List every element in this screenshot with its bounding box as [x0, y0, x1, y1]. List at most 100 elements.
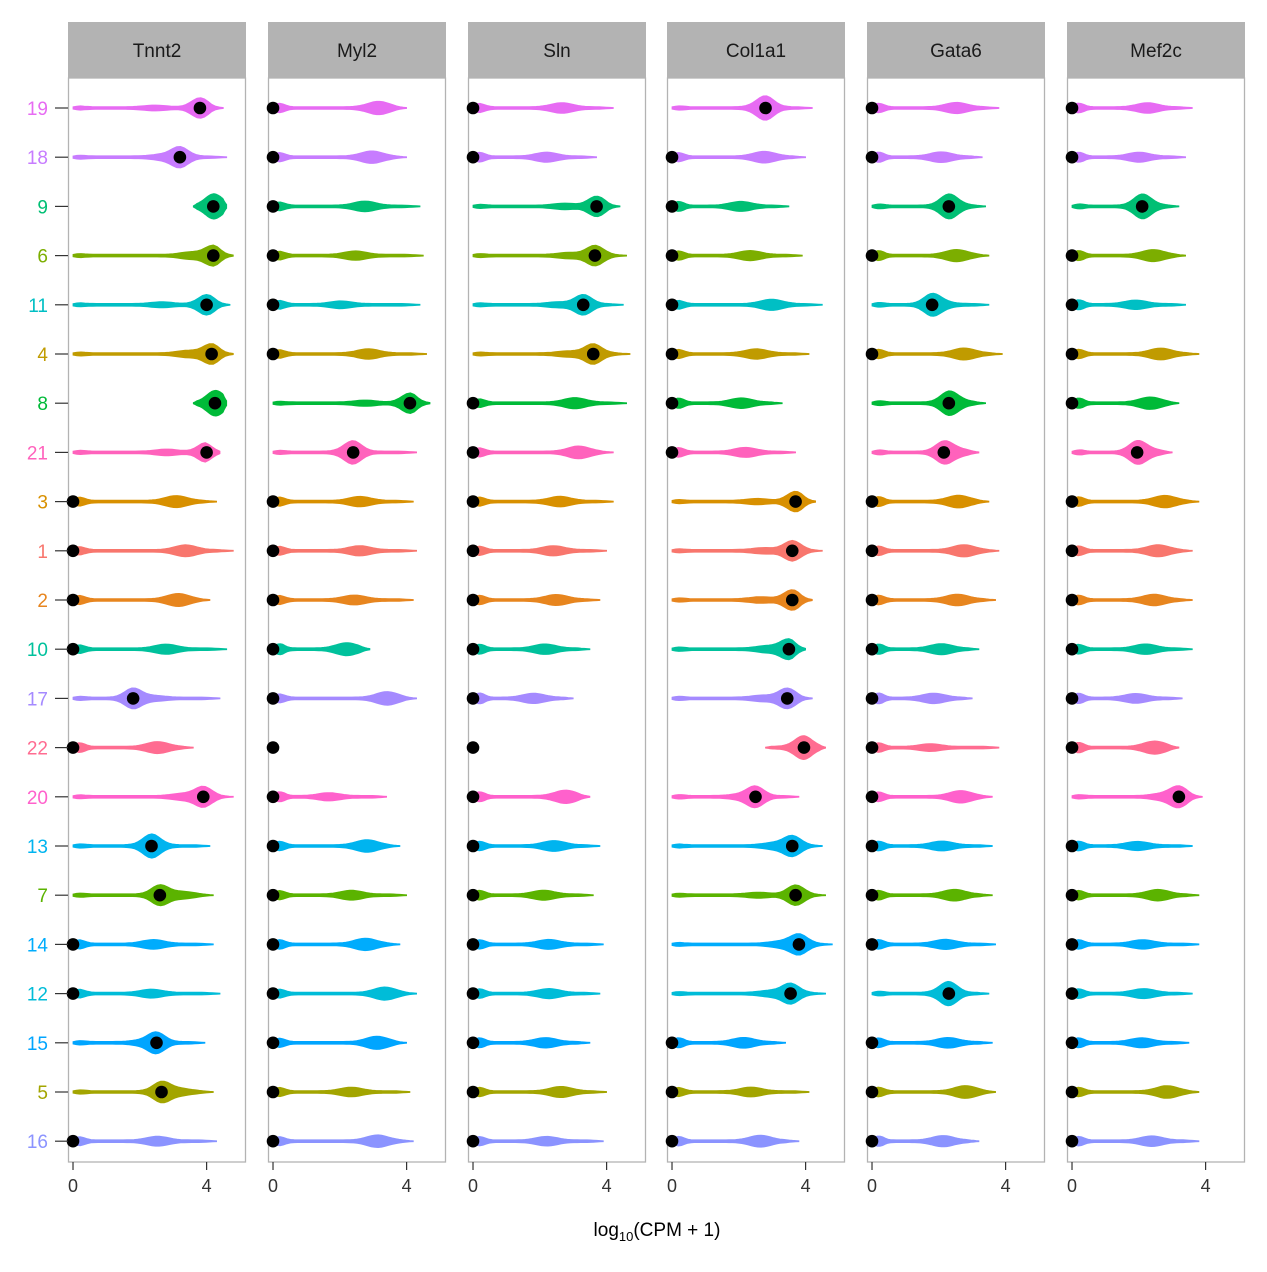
- median-point-col1a1-cluster-3: [789, 495, 802, 508]
- median-point-mef2c-cluster-10: [1065, 642, 1079, 656]
- facet-panel-border: [866, 77, 1046, 1163]
- y-label-cluster-22: 22: [27, 739, 48, 760]
- median-point-tnnt2-cluster-22: [66, 741, 80, 754]
- violin-col1a1-cluster-3: [671, 490, 816, 513]
- median-point-sln-cluster-4: [586, 347, 600, 361]
- violin-tnnt2-cluster-5: [72, 1080, 214, 1104]
- violin-myl2-cluster-4: [272, 348, 427, 360]
- median-point-col1a1-cluster-13: [785, 839, 799, 853]
- y-label-cluster-16: 16: [27, 1132, 48, 1153]
- violin-sln-cluster-10: [472, 643, 591, 655]
- median-point-mef2c-cluster-20: [1172, 790, 1186, 804]
- y-label-cluster-3: 3: [37, 493, 48, 514]
- violin-gata6-cluster-10: [871, 643, 980, 656]
- median-point-tnnt2-cluster-11: [200, 298, 213, 312]
- violin-mef2c-cluster-15: [1071, 1037, 1190, 1049]
- violin-mef2c-cluster-13: [1071, 840, 1193, 852]
- violin-mef2c-cluster-11: [1071, 299, 1186, 311]
- median-point-gata6-cluster-5: [865, 1085, 879, 1099]
- median-point-tnnt2-cluster-10: [66, 642, 80, 656]
- y-label-cluster-5: 5: [37, 1083, 48, 1104]
- x-tick-label: 4: [602, 1176, 612, 1196]
- facet-strip: [1067, 22, 1245, 78]
- violin-mef2c-cluster-5: [1071, 1085, 1200, 1099]
- median-point-myl2-cluster-17: [266, 692, 280, 705]
- violin-col1a1-cluster-14: [671, 933, 833, 956]
- median-point-myl2-cluster-14: [266, 938, 280, 951]
- y-label-cluster-10: 10: [27, 640, 48, 661]
- median-point-tnnt2-cluster-15: [150, 1036, 163, 1050]
- violin-mef2c-cluster-9: [1071, 193, 1180, 220]
- median-point-col1a1-cluster-1: [785, 544, 799, 558]
- median-point-tnnt2-cluster-13: [145, 839, 158, 853]
- median-point-sln-cluster-6: [588, 249, 602, 262]
- median-point-col1a1-cluster-14: [792, 938, 806, 951]
- violin-col1a1-cluster-11: [671, 298, 823, 311]
- facet-strip: [667, 22, 845, 78]
- median-point-tnnt2-cluster-21: [200, 446, 213, 459]
- violin-myl2-cluster-16: [272, 1134, 414, 1149]
- violin-sln-cluster-13: [472, 840, 601, 852]
- median-point-mef2c-cluster-3: [1065, 495, 1079, 508]
- median-point-gata6-cluster-13: [865, 839, 879, 853]
- median-point-mef2c-cluster-15: [1065, 1036, 1079, 1050]
- violin-col1a1-cluster-7: [671, 884, 826, 907]
- median-point-myl2-cluster-8: [403, 396, 417, 410]
- median-point-gata6-cluster-18: [865, 150, 879, 164]
- violin-sln-cluster-21: [472, 445, 614, 460]
- y-label-cluster-9: 9: [37, 197, 48, 218]
- violin-gata6-cluster-4: [871, 347, 1003, 361]
- median-point-mef2c-cluster-12: [1065, 987, 1079, 1000]
- x-tick-label: 4: [1201, 1176, 1211, 1196]
- facet-strip-label: Myl2: [337, 41, 377, 62]
- median-point-tnnt2-cluster-1: [66, 544, 80, 558]
- violin-sln-cluster-18: [472, 151, 597, 163]
- median-point-sln-cluster-16: [466, 1134, 480, 1148]
- median-point-myl2-cluster-19: [266, 101, 280, 115]
- violin-gata6-cluster-6: [871, 248, 990, 263]
- median-point-sln-cluster-1: [466, 544, 480, 558]
- x-tick-label: 0: [68, 1176, 78, 1196]
- violin-mef2c-cluster-8: [1071, 396, 1180, 410]
- median-point-col1a1-cluster-18: [665, 150, 679, 164]
- median-point-mef2c-cluster-17: [1065, 692, 1079, 705]
- violin-tnnt2-cluster-3: [72, 495, 217, 509]
- x-tick-label: 0: [268, 1176, 278, 1196]
- x-tick-label: 0: [1067, 1176, 1077, 1196]
- violin-col1a1-cluster-9: [671, 200, 790, 212]
- median-point-sln-cluster-5: [466, 1085, 480, 1099]
- violin-mef2c-cluster-4: [1071, 347, 1200, 361]
- x-axis-title-subscript: 10: [619, 1229, 633, 1244]
- median-point-myl2-cluster-9: [266, 200, 280, 213]
- violin-tnnt2-cluster-11: [72, 293, 231, 316]
- violin-myl2-cluster-12: [272, 986, 417, 1001]
- violin-col1a1-cluster-6: [671, 249, 803, 262]
- median-point-mef2c-cluster-11: [1065, 298, 1079, 312]
- median-point-tnnt2-cluster-12: [66, 987, 80, 1000]
- facet-panel-border: [467, 77, 647, 1163]
- violin-sln-cluster-16: [472, 1135, 604, 1147]
- median-point-col1a1-cluster-15: [665, 1036, 679, 1050]
- median-point-tnnt2-cluster-18: [173, 150, 187, 164]
- median-point-sln-cluster-13: [466, 839, 480, 853]
- violin-tnnt2-cluster-2: [72, 592, 211, 608]
- x-tick-label: 4: [202, 1176, 212, 1196]
- x-axis-title-main: log: [594, 1220, 619, 1241]
- facet-panel-border: [1066, 77, 1246, 1163]
- violin-sln-cluster-12: [472, 987, 601, 1000]
- median-point-sln-cluster-15: [466, 1036, 480, 1050]
- violin-col1a1-cluster-12: [671, 982, 826, 1005]
- violin-col1a1-cluster-16: [671, 1134, 800, 1148]
- median-point-myl2-cluster-2: [266, 593, 280, 607]
- y-label-cluster-7: 7: [37, 886, 48, 907]
- violin-myl2-cluster-7: [272, 889, 407, 901]
- violin-mef2c-cluster-21: [1071, 440, 1173, 465]
- median-point-col1a1-cluster-20: [749, 790, 762, 804]
- violin-myl2-cluster-17: [272, 691, 417, 706]
- violin-gata6-cluster-7: [871, 888, 993, 902]
- median-point-col1a1-cluster-21: [665, 446, 679, 459]
- facet-strip: [68, 22, 246, 78]
- violin-sln-cluster-14: [472, 938, 604, 950]
- median-point-myl2-cluster-13: [266, 839, 280, 853]
- y-label-cluster-8: 8: [37, 394, 48, 415]
